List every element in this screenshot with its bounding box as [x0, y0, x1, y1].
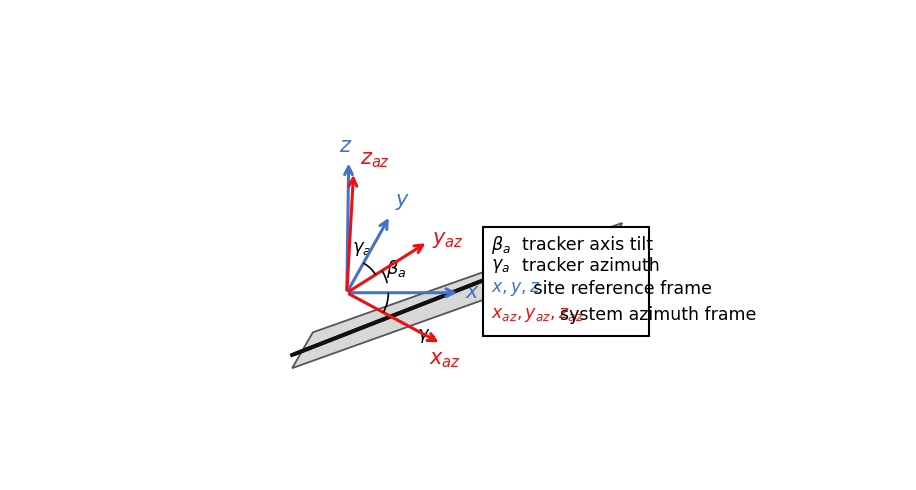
- Text: $y_{az}$: $y_{az}$: [432, 230, 464, 250]
- Text: tracker axis tilt: tracker axis tilt: [510, 236, 652, 254]
- Text: $x_{az}$: $x_{az}$: [429, 350, 461, 370]
- Text: $z_{az}$: $z_{az}$: [360, 150, 390, 170]
- Text: $\gamma_a$: $\gamma_a$: [352, 240, 371, 258]
- Text: $y$: $y$: [395, 192, 409, 212]
- Text: $\gamma_a$: $\gamma_a$: [491, 257, 510, 275]
- Text: tracker azimuth: tracker azimuth: [510, 257, 660, 275]
- Text: site reference frame: site reference frame: [528, 280, 712, 298]
- Text: $x, y, z$: $x, y, z$: [491, 280, 541, 298]
- Text: $x$: $x$: [464, 282, 480, 302]
- Text: $x_{az}, y_{az}, z_{az}$: $x_{az}, y_{az}, z_{az}$: [491, 306, 583, 324]
- Bar: [483, 227, 649, 336]
- Text: system azimuth frame: system azimuth frame: [550, 306, 757, 324]
- Text: $\beta_a$: $\beta_a$: [387, 258, 407, 280]
- Polygon shape: [292, 223, 622, 368]
- Text: $z$: $z$: [339, 136, 353, 156]
- Text: $\gamma_a$: $\gamma_a$: [417, 327, 436, 345]
- Text: $\beta_a$: $\beta_a$: [491, 234, 511, 256]
